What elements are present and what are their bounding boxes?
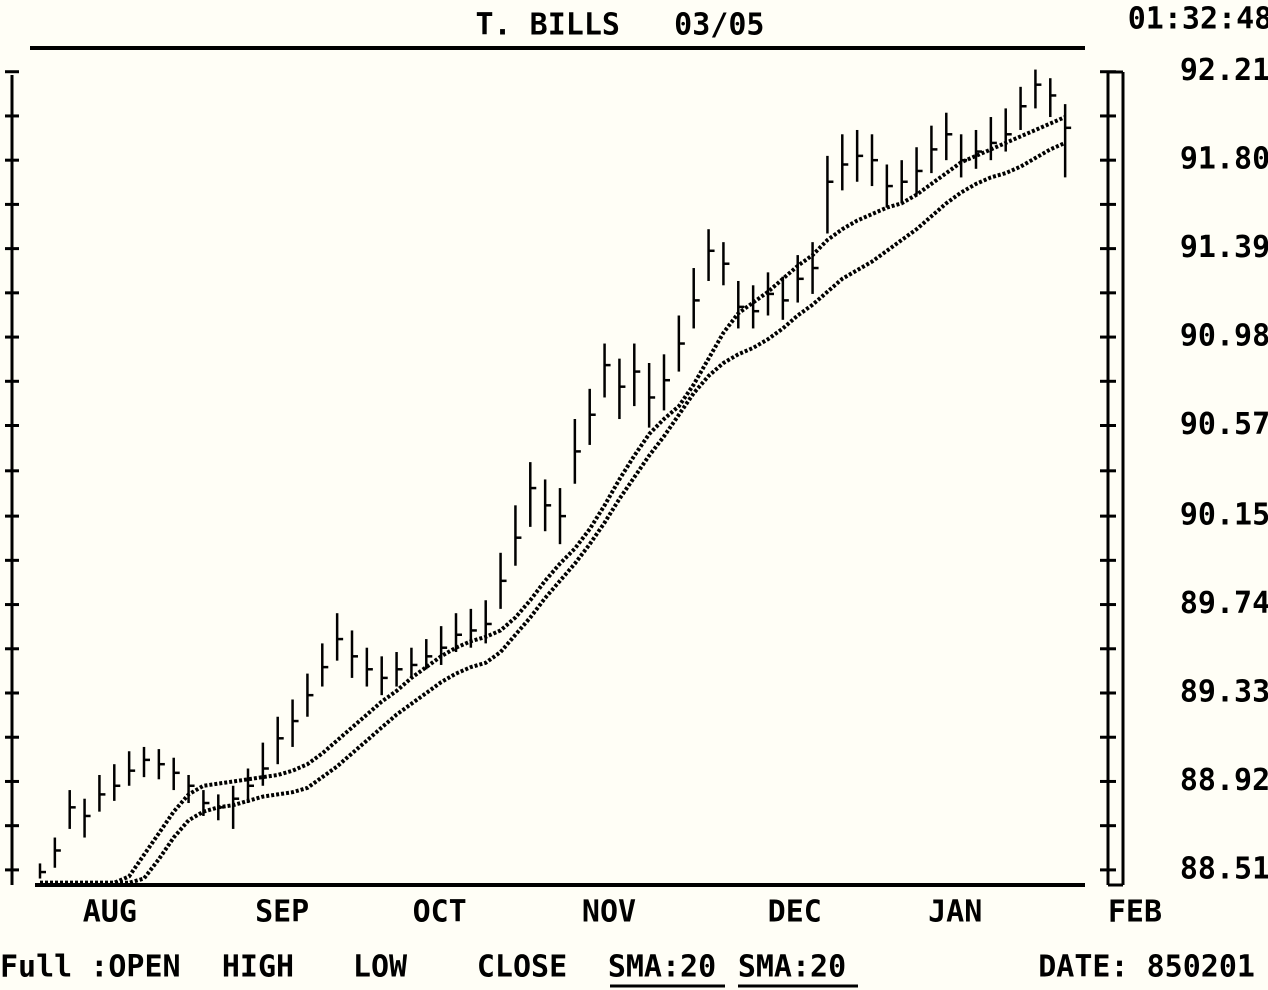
y-tick-label: 91.39 (1180, 230, 1268, 265)
chart-title: T. BILLS 03/05 (476, 8, 765, 43)
y-tick-label: 92.21 (1180, 53, 1268, 88)
y-tick-label: 89.33 (1180, 675, 1268, 710)
x-tick-label: DEC (768, 895, 822, 930)
x-tick-label: AUG (83, 895, 137, 930)
legend-label: SMA:20 (738, 950, 846, 985)
legend-label: SMA:20 (608, 950, 716, 985)
sma-line (40, 141, 1066, 885)
y-tick-label: 88.51 (1180, 851, 1268, 886)
sma-line (40, 115, 1066, 885)
x-tick-label: OCT (413, 895, 467, 930)
footer-label: Full :OPEN (0, 950, 181, 985)
y-tick-label: 90.98 (1180, 319, 1268, 354)
legend-label: HIGH (222, 950, 294, 985)
x-tick-label: FEB (1108, 895, 1162, 930)
y-tick-label: 90.57 (1180, 407, 1268, 442)
legend-label: LOW (353, 950, 408, 985)
y-tick-label: 89.74 (1180, 586, 1268, 621)
y-tick-label: 88.92 (1180, 763, 1268, 798)
x-tick-label: SEP (255, 895, 309, 930)
y-tick-label: 90.15 (1180, 498, 1268, 533)
date-label: DATE: 850201 (1038, 950, 1255, 985)
clock: 01:32:48 (1128, 2, 1268, 37)
x-tick-label: JAN (928, 895, 982, 930)
y-tick-label: 91.80 (1180, 142, 1268, 177)
x-tick-label: NOV (582, 895, 636, 930)
legend-label: CLOSE (477, 950, 567, 985)
